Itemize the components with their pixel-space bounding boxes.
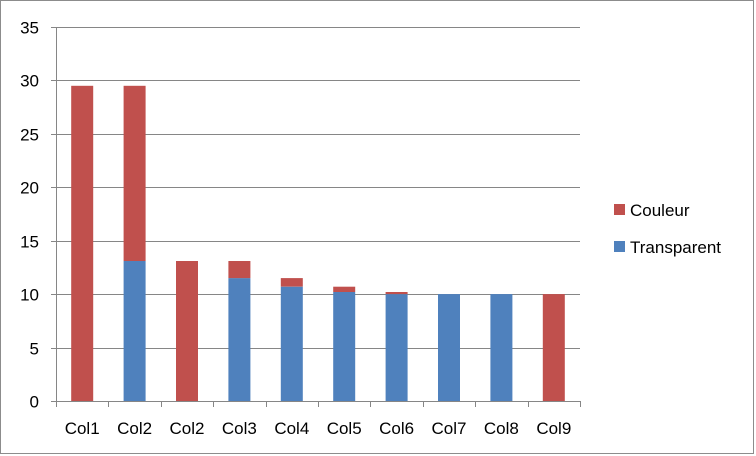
bar-transparent-6 [385, 294, 408, 401]
x-tick-label: Col1 [65, 419, 100, 438]
legend-swatch-couleur [614, 204, 625, 215]
x-tick-label: Col8 [484, 419, 519, 438]
bar-transparent-3 [228, 278, 251, 401]
x-tick-label: Col4 [274, 419, 309, 438]
x-tick-label: Col5 [327, 419, 362, 438]
x-tick-label: Col7 [432, 419, 467, 438]
bar-couleur-0 [71, 85, 94, 402]
bar-couleur-6 [385, 292, 408, 295]
axes [51, 27, 581, 407]
bar-couleur-9 [542, 294, 565, 401]
x-tick-label: Col2 [170, 419, 205, 438]
bar-couleur-5 [333, 286, 356, 292]
x-tick-label: Col6 [379, 419, 414, 438]
legend-swatch-transparent [614, 241, 625, 252]
bars [71, 85, 565, 402]
x-tick-label: Col9 [536, 419, 571, 438]
bar-couleur-3 [228, 261, 251, 279]
y-tick-label: 5 [30, 340, 39, 359]
y-tick-label: 20 [20, 179, 39, 198]
bar-couleur-1 [123, 85, 146, 261]
legend-label-transparent: Transparent [630, 238, 721, 257]
bar-transparent-4 [280, 286, 303, 401]
x-tick-label: Col3 [222, 419, 257, 438]
bar-transparent-1 [123, 261, 146, 401]
bar-transparent-8 [490, 294, 513, 401]
legend: Couleur Transparent [614, 201, 721, 257]
y-tick-label: 0 [30, 393, 39, 412]
tick-labels: 0 5 10 15 20 25 30 35 Col1 Col2 Col2 Col3 Col4 Col5 Co… [20, 19, 571, 439]
y-tick-label: 15 [20, 233, 39, 252]
bar-transparent-5 [333, 292, 356, 401]
bar-couleur-2 [176, 261, 198, 401]
legend-label-couleur: Couleur [630, 201, 690, 220]
x-tick-label: Col2 [117, 419, 152, 438]
y-tick-label: 30 [20, 72, 39, 91]
y-tick-label: 35 [20, 19, 39, 38]
bar-transparent-7 [438, 294, 460, 401]
y-tick-label: 10 [20, 286, 39, 305]
bar-couleur-4 [280, 278, 303, 287]
y-tick-label: 25 [20, 126, 39, 145]
